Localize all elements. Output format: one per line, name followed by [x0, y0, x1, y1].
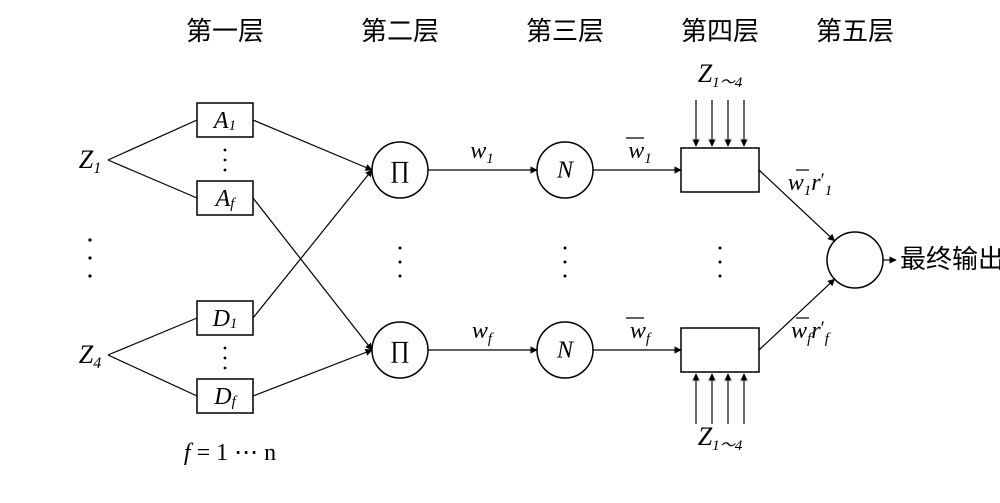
edge-l1-l2 [253, 198, 372, 350]
layer-header: 第四层 [681, 17, 759, 46]
edge-l1-l2 [253, 170, 372, 318]
edge-label-wbarf: wf [630, 318, 652, 347]
normalize-node-label: N [556, 158, 575, 184]
anfis-diagram: 第一层第二层第三层第四层第五层Z1Z4A1AfD1Df∏∏NNZ1～4Z1～4最… [0, 0, 1000, 503]
edge-label-wbarfrf: wfr′f [791, 318, 831, 347]
edge-input-l1 [108, 120, 197, 160]
output-label: 最终输出 [900, 245, 1000, 274]
consequent-box [681, 148, 759, 192]
output-node [827, 232, 883, 288]
edge-input-l1 [108, 355, 197, 396]
external-z-label: Z1～4 [698, 422, 743, 454]
product-node-label: ∏ [390, 158, 410, 184]
layer-header: 第一层 [186, 17, 264, 46]
external-z-label: Z1～4 [698, 59, 743, 91]
consequent-box [681, 328, 759, 372]
edge-input-l1 [108, 318, 197, 355]
edge-l1-l2 [253, 350, 372, 396]
edge-l1-l2 [253, 120, 372, 170]
layer-header: 第五层 [816, 17, 894, 46]
edge-label-wbar1r1: w1r′1 [788, 170, 833, 199]
edge-label-wbar1: w1 [628, 138, 652, 167]
edge-input-l1 [108, 160, 197, 198]
index-caption: f = 1 ⋯ n [184, 440, 276, 466]
layer-header: 第二层 [361, 17, 439, 46]
edge-label-w1: w1 [470, 138, 494, 167]
layer-header: 第三层 [526, 17, 604, 46]
normalize-node-label: N [556, 338, 575, 364]
edge-label-wf: wf [472, 318, 494, 347]
input-z1: Z1 [79, 145, 102, 177]
product-node-label: ∏ [390, 338, 410, 364]
input-z4: Z4 [79, 340, 102, 372]
